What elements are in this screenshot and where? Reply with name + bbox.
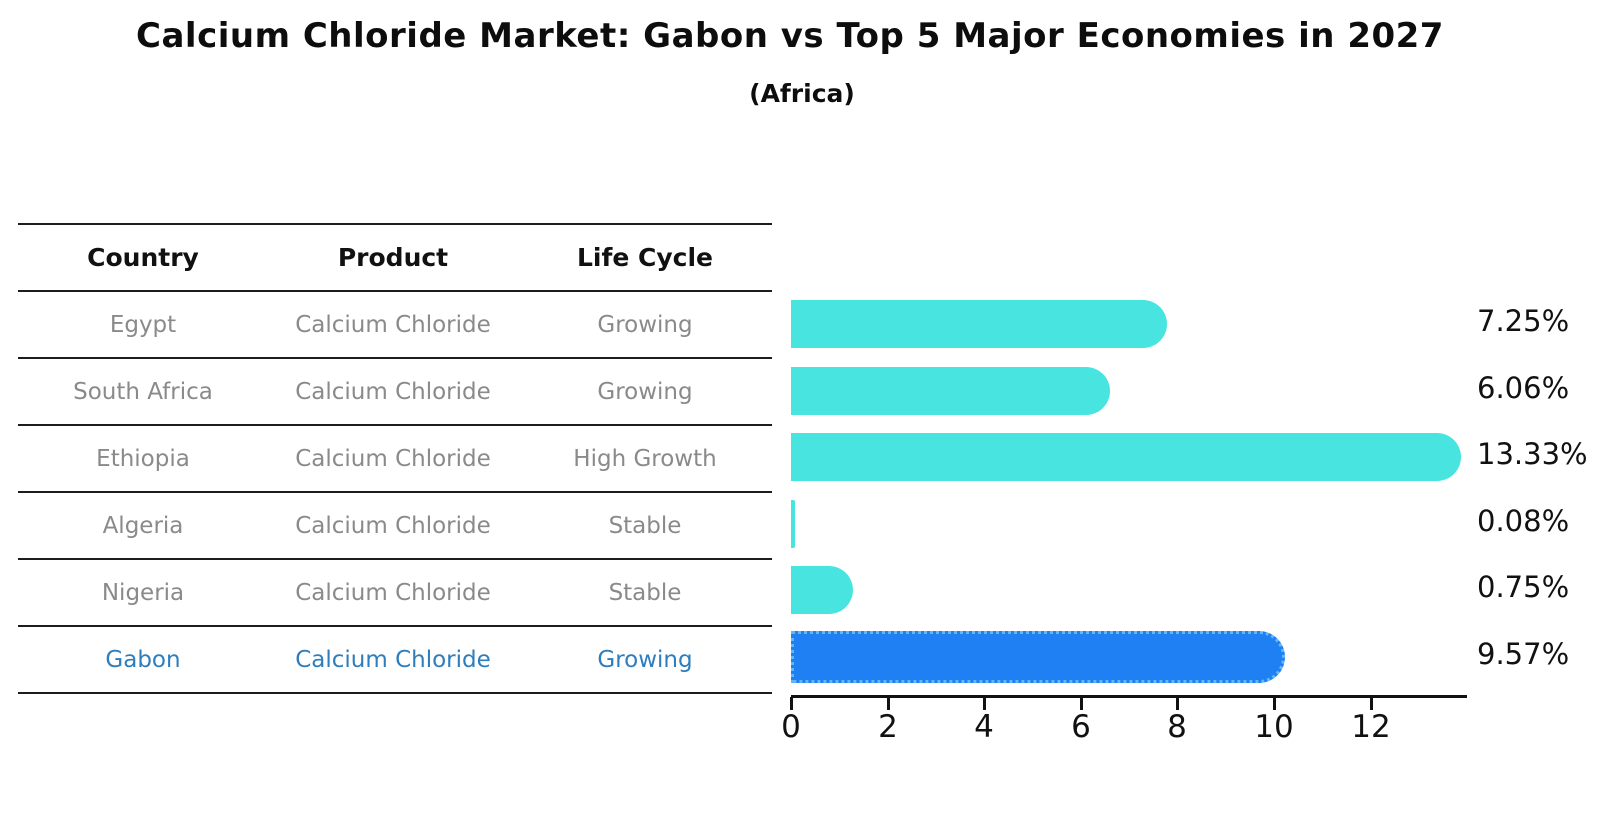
table-row-gabon: Gabon Calcium Chloride Growing	[18, 627, 772, 694]
column-header-product: Product	[337, 243, 449, 272]
value-label-ethiopia: 13.33%	[1477, 437, 1588, 471]
cell-product: Calcium Chloride	[295, 579, 491, 606]
table-row-ethiopia: Ethiopia Calcium Chloride High Growth	[18, 426, 772, 493]
x-tick-label: 0	[781, 709, 801, 745]
bar-egypt	[791, 300, 1167, 348]
cell-country: South Africa	[73, 378, 213, 405]
bar-gabon	[791, 631, 1285, 683]
column-header-country: Country	[87, 243, 199, 272]
bar-ethiopia	[791, 433, 1461, 481]
bar-algeria	[791, 500, 795, 548]
table-header-row: Country Product Life Cycle	[18, 225, 772, 292]
cell-product: Calcium Chloride	[295, 311, 491, 338]
x-axis-line	[791, 695, 1467, 698]
cell-country: Algeria	[102, 512, 184, 539]
cell-country: Gabon	[105, 646, 181, 673]
table-row-south-africa: South Africa Calcium Chloride Growing	[18, 359, 772, 426]
column-header-life-cycle: Life Cycle	[576, 243, 714, 272]
cell-product: Calcium Chloride	[295, 378, 491, 405]
bar-nigeria	[791, 566, 853, 614]
table-body: Egypt Calcium Chloride Growing South Africa…	[18, 292, 772, 694]
bar-south-africa	[791, 367, 1110, 415]
x-tick-label: 12	[1351, 709, 1391, 745]
x-tick-mark	[1080, 697, 1083, 710]
value-label-gabon: 9.57%	[1477, 637, 1570, 671]
cell-product: Calcium Chloride	[295, 445, 491, 472]
chart-title: Calcium Chloride Market: Gabon vs Top 5 …	[136, 16, 1444, 56]
country-table: Country Product Life Cycle Egypt Calcium …	[18, 223, 772, 694]
cell-country: Nigeria	[101, 579, 185, 606]
chart-subtitle: (Africa)	[749, 79, 855, 108]
table-row-algeria: Algeria Calcium Chloride Stable	[18, 493, 772, 560]
value-label-south-africa: 6.06%	[1477, 371, 1570, 405]
cell-life-cycle: Growing	[597, 646, 693, 673]
x-tick-label: 8	[1167, 709, 1187, 745]
value-label-egypt: 7.25%	[1477, 304, 1570, 338]
cell-product: Calcium Chloride	[295, 512, 491, 539]
x-tick-mark	[1370, 697, 1373, 710]
value-label-algeria: 0.08%	[1477, 504, 1570, 538]
x-tick-mark	[790, 697, 793, 710]
x-tick-label: 10	[1254, 709, 1294, 745]
cell-country: Ethiopia	[96, 445, 190, 472]
cell-product: Calcium Chloride	[295, 646, 491, 673]
cell-life-cycle: Stable	[608, 512, 682, 539]
x-tick-mark	[1273, 697, 1276, 710]
x-tick-label: 2	[878, 709, 898, 745]
cell-country: Egypt	[109, 311, 177, 338]
x-tick-label: 6	[1071, 709, 1091, 745]
x-tick-mark	[983, 697, 986, 710]
cell-life-cycle: Stable	[608, 579, 682, 606]
value-label-nigeria: 0.75%	[1477, 570, 1570, 604]
x-tick-mark	[887, 697, 890, 710]
table-row-nigeria: Nigeria Calcium Chloride Stable	[18, 560, 772, 627]
cell-life-cycle: Growing	[597, 378, 693, 405]
x-tick-label: 4	[974, 709, 994, 745]
table-row-egypt: Egypt Calcium Chloride Growing	[18, 292, 772, 359]
cell-life-cycle: Growing	[597, 311, 693, 338]
cell-life-cycle: High Growth	[573, 445, 717, 472]
x-tick-mark	[1176, 697, 1179, 710]
